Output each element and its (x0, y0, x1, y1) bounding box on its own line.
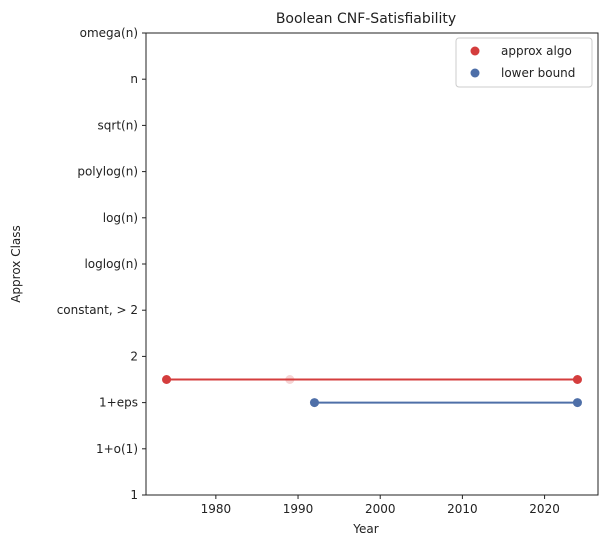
y-tick-label: loglog(n) (84, 257, 138, 271)
plot-area (145, 32, 599, 496)
y-tick-label: 1+o(1) (96, 442, 138, 456)
x-tick-label: 2010 (447, 502, 478, 516)
legend-marker-lower-bound (470, 68, 480, 78)
series-layer (162, 375, 582, 408)
y-tick-label: 1 (130, 488, 138, 502)
chart-title: Boolean CNF-Satisfiability (276, 11, 456, 27)
y-tick-label: n (130, 72, 138, 86)
legend-label-approx-algo: approx algo (501, 44, 572, 58)
x-axis: 1980 1990 2000 2010 2020 (201, 495, 560, 516)
x-tick-label: 2020 (529, 502, 560, 516)
data-point-approx-algo (285, 375, 295, 384)
y-axis: 1 1+o(1) 1+eps 2 constant, > 2 loglog(n) log(n… (57, 26, 146, 502)
x-tick-label: 2000 (365, 502, 396, 516)
x-tick-label: 1980 (201, 502, 232, 516)
data-point-approx-algo (572, 375, 582, 384)
data-point-approx-algo (162, 375, 172, 384)
y-axis-label: Approx Class (9, 225, 23, 303)
legend-box (455, 37, 593, 88)
y-tick-label: 2 (130, 349, 138, 363)
legend-label-lower-bound: lower bound (501, 66, 575, 80)
y-tick-label: sqrt(n) (98, 118, 138, 132)
y-tick-label: 1+eps (99, 396, 138, 410)
y-tick-label: log(n) (103, 211, 138, 225)
legend-marker-approx-algo (470, 46, 480, 56)
y-tick-label: polylog(n) (77, 165, 138, 179)
data-point-lower-bound (309, 398, 319, 408)
y-tick-label: constant, > 2 (57, 303, 138, 317)
y-tick-label: omega(n) (80, 26, 138, 40)
legend: approx algo lower bound (455, 37, 593, 88)
data-point-lower-bound (572, 398, 582, 408)
x-axis-label: Year (352, 522, 378, 536)
x-tick-label: 1990 (283, 502, 314, 516)
